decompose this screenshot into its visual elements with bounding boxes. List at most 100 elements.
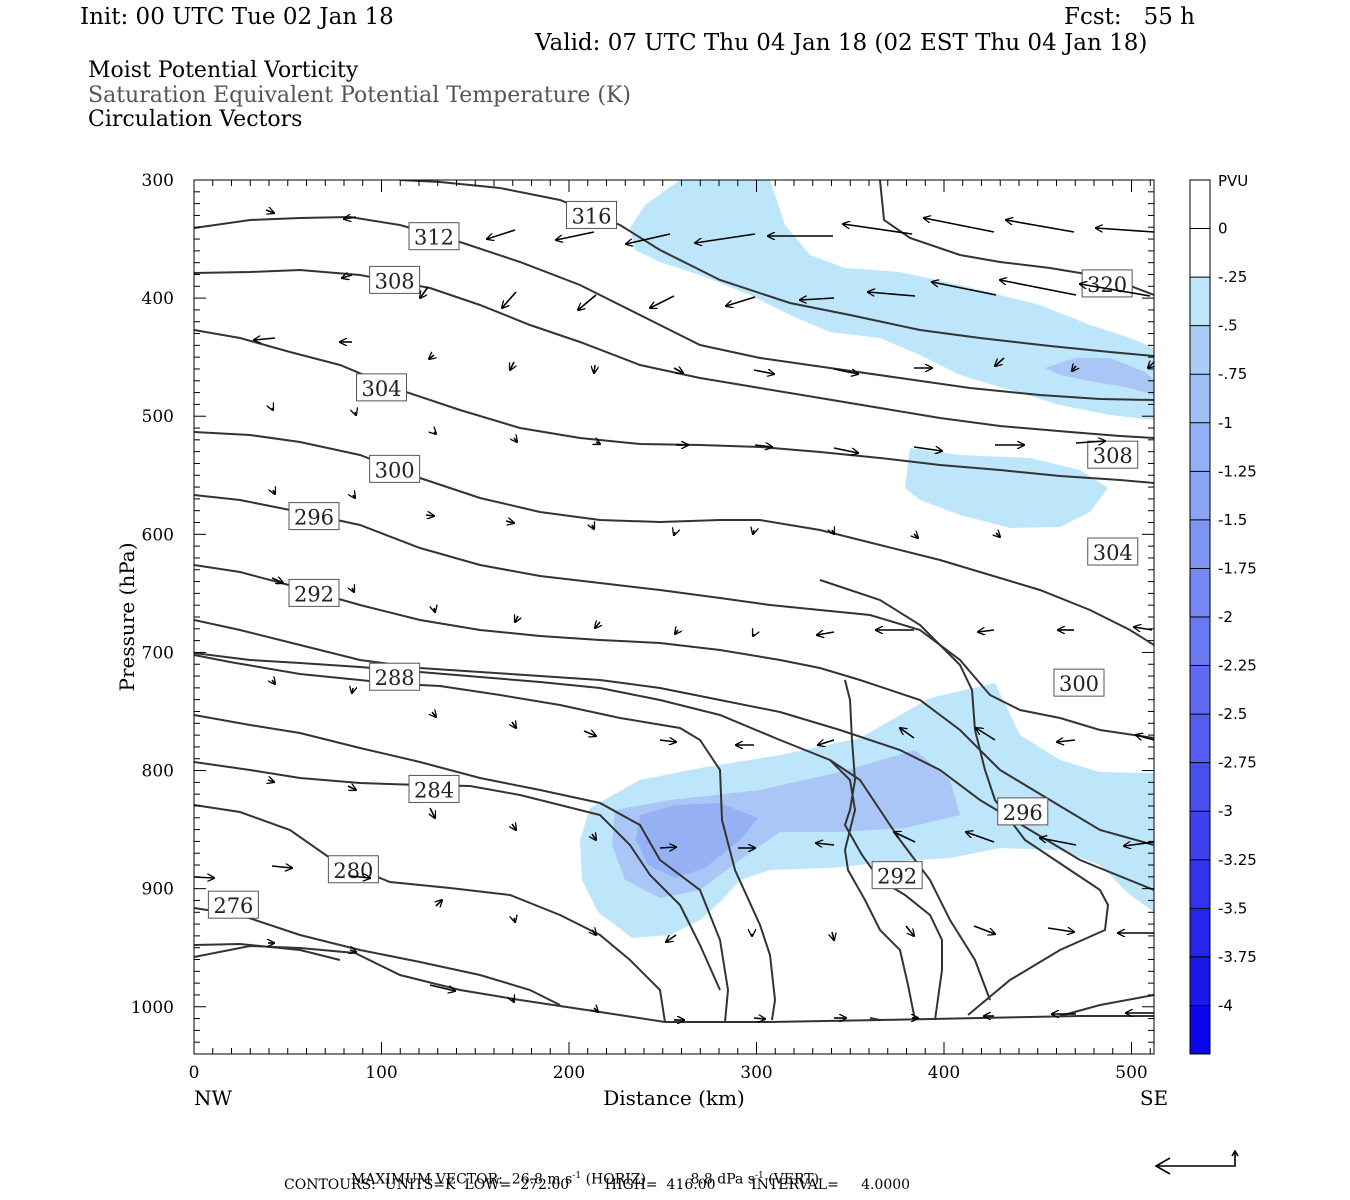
contour-line	[194, 268, 1154, 439]
circulation-vector	[271, 578, 283, 583]
circulation-vector	[1000, 280, 1077, 296]
field-title-mpv: Moist Potential Vorticity	[88, 58, 359, 83]
pv-shading	[580, 180, 1154, 938]
circulation-vector	[436, 900, 442, 906]
contour-line	[194, 907, 561, 1006]
circulation-vector	[347, 786, 356, 790]
circulation-vector	[272, 680, 275, 684]
circulation-vector	[505, 521, 514, 523]
max-vector-horiz-tag: (HORIZ)	[585, 1171, 646, 1188]
circulation-vector	[932, 282, 997, 296]
circulation-vector	[425, 515, 434, 516]
contour-label: 292	[288, 578, 340, 607]
circulation-vector	[966, 832, 995, 843]
circulation-vector	[420, 286, 429, 298]
contour-label-text: 276	[213, 894, 253, 918]
circulation-vector	[265, 210, 274, 213]
circulation-vector	[271, 866, 292, 868]
circulation-vector	[592, 834, 596, 840]
theta-es-contours	[194, 180, 1154, 1023]
contour-label: 312	[408, 222, 460, 251]
circulation-vector	[833, 368, 858, 374]
circulation-vector	[894, 832, 916, 843]
colorbar-swatch	[1190, 568, 1210, 617]
contour-line	[194, 944, 1154, 1023]
colorbar-label: -3.25	[1218, 851, 1257, 869]
contour-label-text: 296	[294, 506, 334, 530]
colorbar-swatch	[1190, 617, 1210, 666]
circulation-vector	[753, 530, 754, 534]
circulation-vector	[726, 296, 756, 306]
colorbar-label: -1	[1218, 414, 1233, 432]
contour-label-text: 288	[375, 666, 415, 690]
max-vector-info: MAXIMUM VECTOR: 26.8 m s-1 (HORIZ) 8.8 d…	[342, 1158, 819, 1187]
colorbar-swatch	[1190, 325, 1210, 375]
circulation-vector	[596, 442, 600, 444]
circulation-vector	[352, 588, 354, 592]
circulation-vector	[626, 233, 671, 244]
colorbar-label: -1.75	[1218, 559, 1257, 577]
colorbar-swatch	[1190, 1005, 1210, 1054]
pv-region-lower-core	[636, 803, 758, 878]
circulation-vector	[515, 616, 518, 622]
colorbar-label: -2.5	[1218, 705, 1247, 723]
contour-line	[194, 804, 666, 1023]
circulation-vector	[1096, 228, 1154, 233]
circulation-vector	[1006, 220, 1075, 233]
circulation-vectors	[194, 210, 1154, 1020]
y-tick-label: 700	[142, 643, 174, 663]
max-vector-vert: 8.8 dPa s	[690, 1171, 755, 1188]
circulation-vector	[905, 925, 914, 936]
circulation-vector	[434, 432, 436, 434]
circulation-vector	[753, 1018, 765, 1019]
contour-label-text: 300	[375, 458, 415, 482]
circulation-vector	[800, 298, 835, 300]
contour-label-text: 316	[571, 204, 611, 228]
circulation-vector	[432, 712, 436, 717]
colorbar-swatch	[1190, 519, 1210, 569]
circulation-vector	[695, 233, 756, 243]
pv-colorbar: 0 -.25 -.5 -.75 -1 -1.25 -1.5 -1.75 -2 -2.25 -2.5 -…	[1189, 179, 1257, 1055]
contour-line	[1059, 994, 1154, 1017]
contour-line	[194, 714, 730, 1023]
colorbar-label: -4	[1218, 996, 1233, 1014]
contour-label-text: 312	[414, 226, 454, 250]
circulation-vector	[753, 634, 754, 636]
colorbar-swatch	[1190, 422, 1210, 472]
contour-label-text: 308	[1093, 444, 1133, 468]
circulation-vector	[673, 368, 683, 373]
y-tick-label: 300	[142, 171, 174, 191]
circulation-vector	[272, 408, 273, 410]
circulation-vector	[512, 722, 516, 728]
x-tick-label: 500	[1115, 1063, 1147, 1083]
circulation-vector	[1148, 362, 1154, 368]
max-vector-horiz: 26.8 m s	[511, 1171, 573, 1188]
circulation-vector	[502, 291, 517, 308]
endpoint-right-label: SE	[1140, 1086, 1168, 1110]
circulation-vector	[344, 217, 357, 219]
colorbar-swatch	[1190, 908, 1210, 957]
contour-label-text: 292	[294, 582, 334, 606]
circulation-vector	[900, 728, 915, 739]
contour-label-text: 284	[414, 778, 454, 802]
circulation-vector	[913, 447, 942, 451]
colorbar-swatch	[1190, 665, 1210, 715]
circulation-vector	[843, 224, 913, 235]
circulation-vector	[1040, 838, 1077, 846]
colorbar-swatch	[1190, 180, 1210, 229]
circulation-vector	[659, 847, 676, 848]
colorbar-swatch	[1190, 714, 1210, 763]
contour-line	[194, 654, 777, 1021]
colorbar-label: -.75	[1218, 365, 1247, 383]
circulation-vector	[675, 630, 678, 634]
circulation-vector	[817, 632, 835, 635]
circulation-vector	[594, 1008, 598, 1012]
colorbar-label: -.5	[1218, 317, 1238, 335]
pv-region-upper	[630, 180, 1154, 420]
contour-label: 316	[566, 200, 617, 229]
circulation-vector	[833, 447, 858, 453]
circulation-vector	[594, 364, 595, 373]
max-vector-horiz-exp: -1	[572, 1171, 582, 1181]
contour-label-text: 300	[1059, 672, 1099, 696]
